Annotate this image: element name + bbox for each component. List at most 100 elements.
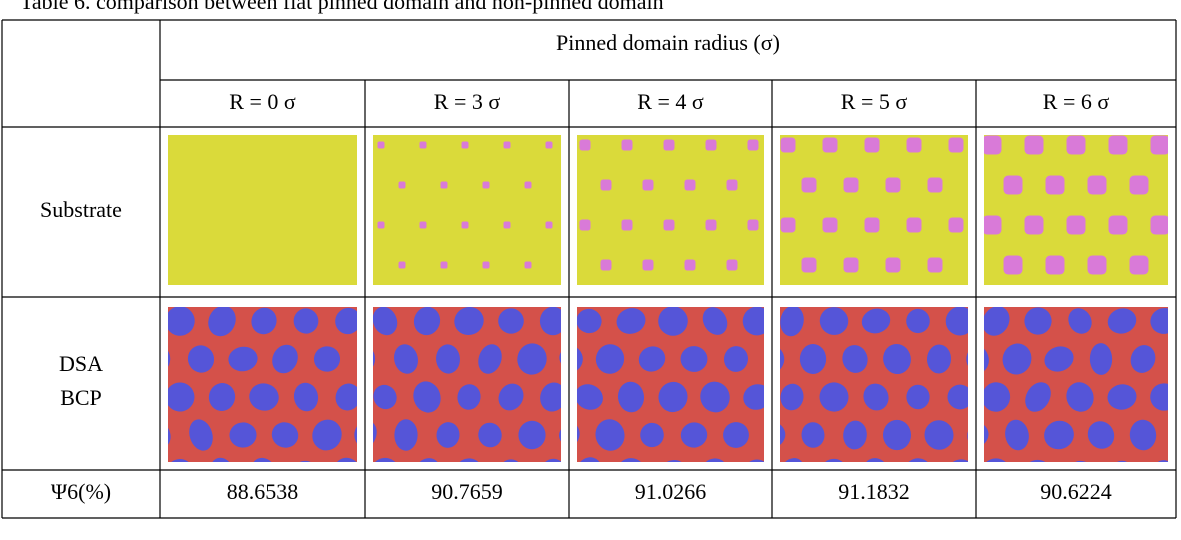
column-header: R = 4 σ (637, 89, 704, 114)
pinned-domain (580, 220, 591, 231)
column-header: R = 3 σ (434, 89, 501, 114)
pinned-domain (609, 102, 616, 109)
pinned-domain (928, 98, 943, 113)
table-caption: Table 6. comparison between flat pinned … (20, 0, 664, 14)
pinned-domain (567, 342, 574, 349)
bcp-domain (123, 456, 152, 490)
pinned-domain (769, 260, 780, 271)
cell-value: 88.6538 (227, 479, 299, 504)
pinned-domain (907, 218, 922, 233)
pinned-domain (420, 142, 427, 149)
column-header: R = 5 σ (841, 89, 908, 114)
pinned-domain (1004, 256, 1023, 275)
pinned-domain (802, 178, 817, 193)
pinned-domain (1151, 136, 1170, 155)
pinned-domain (567, 102, 574, 109)
bcp-domain (926, 494, 953, 528)
pinned-domain (664, 220, 675, 231)
pinned-domain (559, 100, 570, 111)
bcp-domain (552, 494, 584, 527)
bcp-domain (147, 345, 171, 373)
bcp-domain (883, 420, 911, 450)
bcp-domain (188, 497, 214, 524)
pinned-domain (949, 138, 964, 153)
pinned-domain (886, 178, 901, 193)
pinned-domain (769, 340, 780, 351)
pinned-domain (357, 182, 364, 189)
pinned-domain (622, 140, 633, 151)
pinned-domain (546, 222, 553, 229)
pinned-domain (399, 182, 406, 189)
row-label: Substrate (40, 197, 122, 222)
pinned-domain (865, 138, 880, 153)
pinned-domain (685, 260, 696, 271)
pinned-domain (504, 142, 511, 149)
pinned-domain (970, 338, 985, 353)
pinned-domain (378, 222, 385, 229)
pinned-domain (823, 138, 838, 153)
column-header: R = 6 σ (1043, 89, 1110, 114)
cell-value: 91.1832 (838, 479, 910, 504)
row-label: DSA (59, 351, 103, 376)
pinned-domain (886, 258, 901, 273)
row-label: BCP (60, 385, 102, 410)
pinned-domain (1025, 216, 1044, 235)
pinned-domain (907, 138, 922, 153)
bcp-domain (959, 494, 992, 529)
pinned-domain (1067, 216, 1086, 235)
bcp-domain (559, 495, 590, 527)
bcp-domain (794, 491, 831, 531)
pinned-domain (928, 178, 943, 193)
pinned-domain (441, 182, 448, 189)
bcp-domain (350, 491, 389, 531)
page: {"caption": "Table 6. comparison between… (0, 0, 1181, 540)
pinned-domain (983, 216, 1002, 235)
pinned-domain (1109, 136, 1128, 155)
pinned-domain (525, 262, 532, 269)
pinned-domain (643, 180, 654, 191)
pinned-domain (865, 218, 880, 233)
pinned-domain (664, 140, 675, 151)
pinned-domain (567, 262, 574, 269)
pinned-domain (357, 262, 364, 269)
pinned-domain (802, 258, 817, 273)
bcp-domain (514, 492, 550, 530)
pinned-domain (1012, 98, 1027, 113)
bcp-domain (124, 308, 153, 333)
bcp-domain (963, 494, 999, 527)
pinned-domain (1130, 176, 1149, 195)
pinned-domain (504, 222, 511, 229)
pinned-domain (1067, 136, 1086, 155)
pinned-domain (727, 180, 738, 191)
pinned-domain (928, 258, 943, 273)
cell-value: 90.7659 (431, 479, 503, 504)
bcp-domain (327, 458, 358, 489)
pinned-domain (1130, 96, 1149, 115)
pinned-domain (983, 136, 1002, 155)
bcp-domain (388, 493, 423, 529)
bcp-domain (125, 381, 150, 413)
bcp-domain (1110, 461, 1133, 486)
pinned-domain (769, 180, 780, 191)
pinned-domain (601, 260, 612, 271)
pinned-domain (1151, 216, 1170, 235)
pinned-domain (622, 220, 633, 231)
pinned-domain (378, 142, 385, 149)
pinned-domain (844, 258, 859, 273)
pinned-domain (1088, 256, 1107, 275)
bcp-domain (344, 490, 384, 531)
bcp-domain (1007, 495, 1040, 527)
pinned-domain (546, 142, 553, 149)
pinned-domain (1109, 216, 1128, 235)
pinned-domain (706, 140, 717, 151)
pinned-domain (727, 260, 738, 271)
bcp-domain (802, 493, 839, 530)
row-label: Ψ6(%) (51, 479, 111, 504)
bcp-domain (1127, 495, 1159, 526)
pinned-domain (357, 342, 364, 349)
pinned-domain (949, 218, 964, 233)
pinned-domain (962, 96, 981, 115)
pinned-domain (420, 222, 427, 229)
pinned-domain (441, 262, 448, 269)
pinned-domain (781, 218, 796, 233)
